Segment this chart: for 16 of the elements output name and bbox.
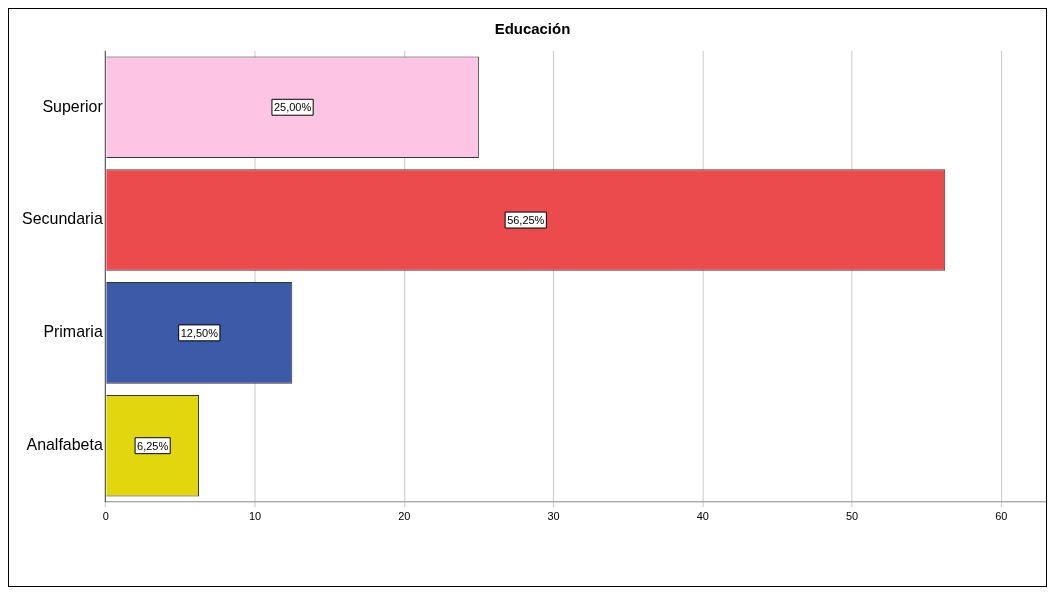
x-tick-label: 30 bbox=[547, 509, 560, 522]
x-tick-label: 40 bbox=[696, 509, 709, 522]
data-label: 12,50% bbox=[180, 326, 219, 339]
y-tick-label: Primaria bbox=[43, 323, 103, 341]
data-label: 25,00% bbox=[273, 101, 312, 114]
x-tick-label: 20 bbox=[398, 509, 411, 522]
y-tick-label: Analfabeta bbox=[26, 436, 103, 454]
x-tick-label: 50 bbox=[845, 509, 859, 522]
x-tick-label: 0 bbox=[102, 509, 109, 522]
x-tick-label: 60 bbox=[995, 509, 1008, 522]
data-label: 6,25% bbox=[137, 439, 169, 452]
y-tick-label: Superior bbox=[42, 97, 104, 115]
data-label: 56,25% bbox=[507, 214, 545, 227]
y-tick-label: Secundaria bbox=[22, 210, 103, 228]
chart-title: Educación bbox=[494, 20, 571, 38]
x-tick-label: 10 bbox=[248, 509, 262, 522]
